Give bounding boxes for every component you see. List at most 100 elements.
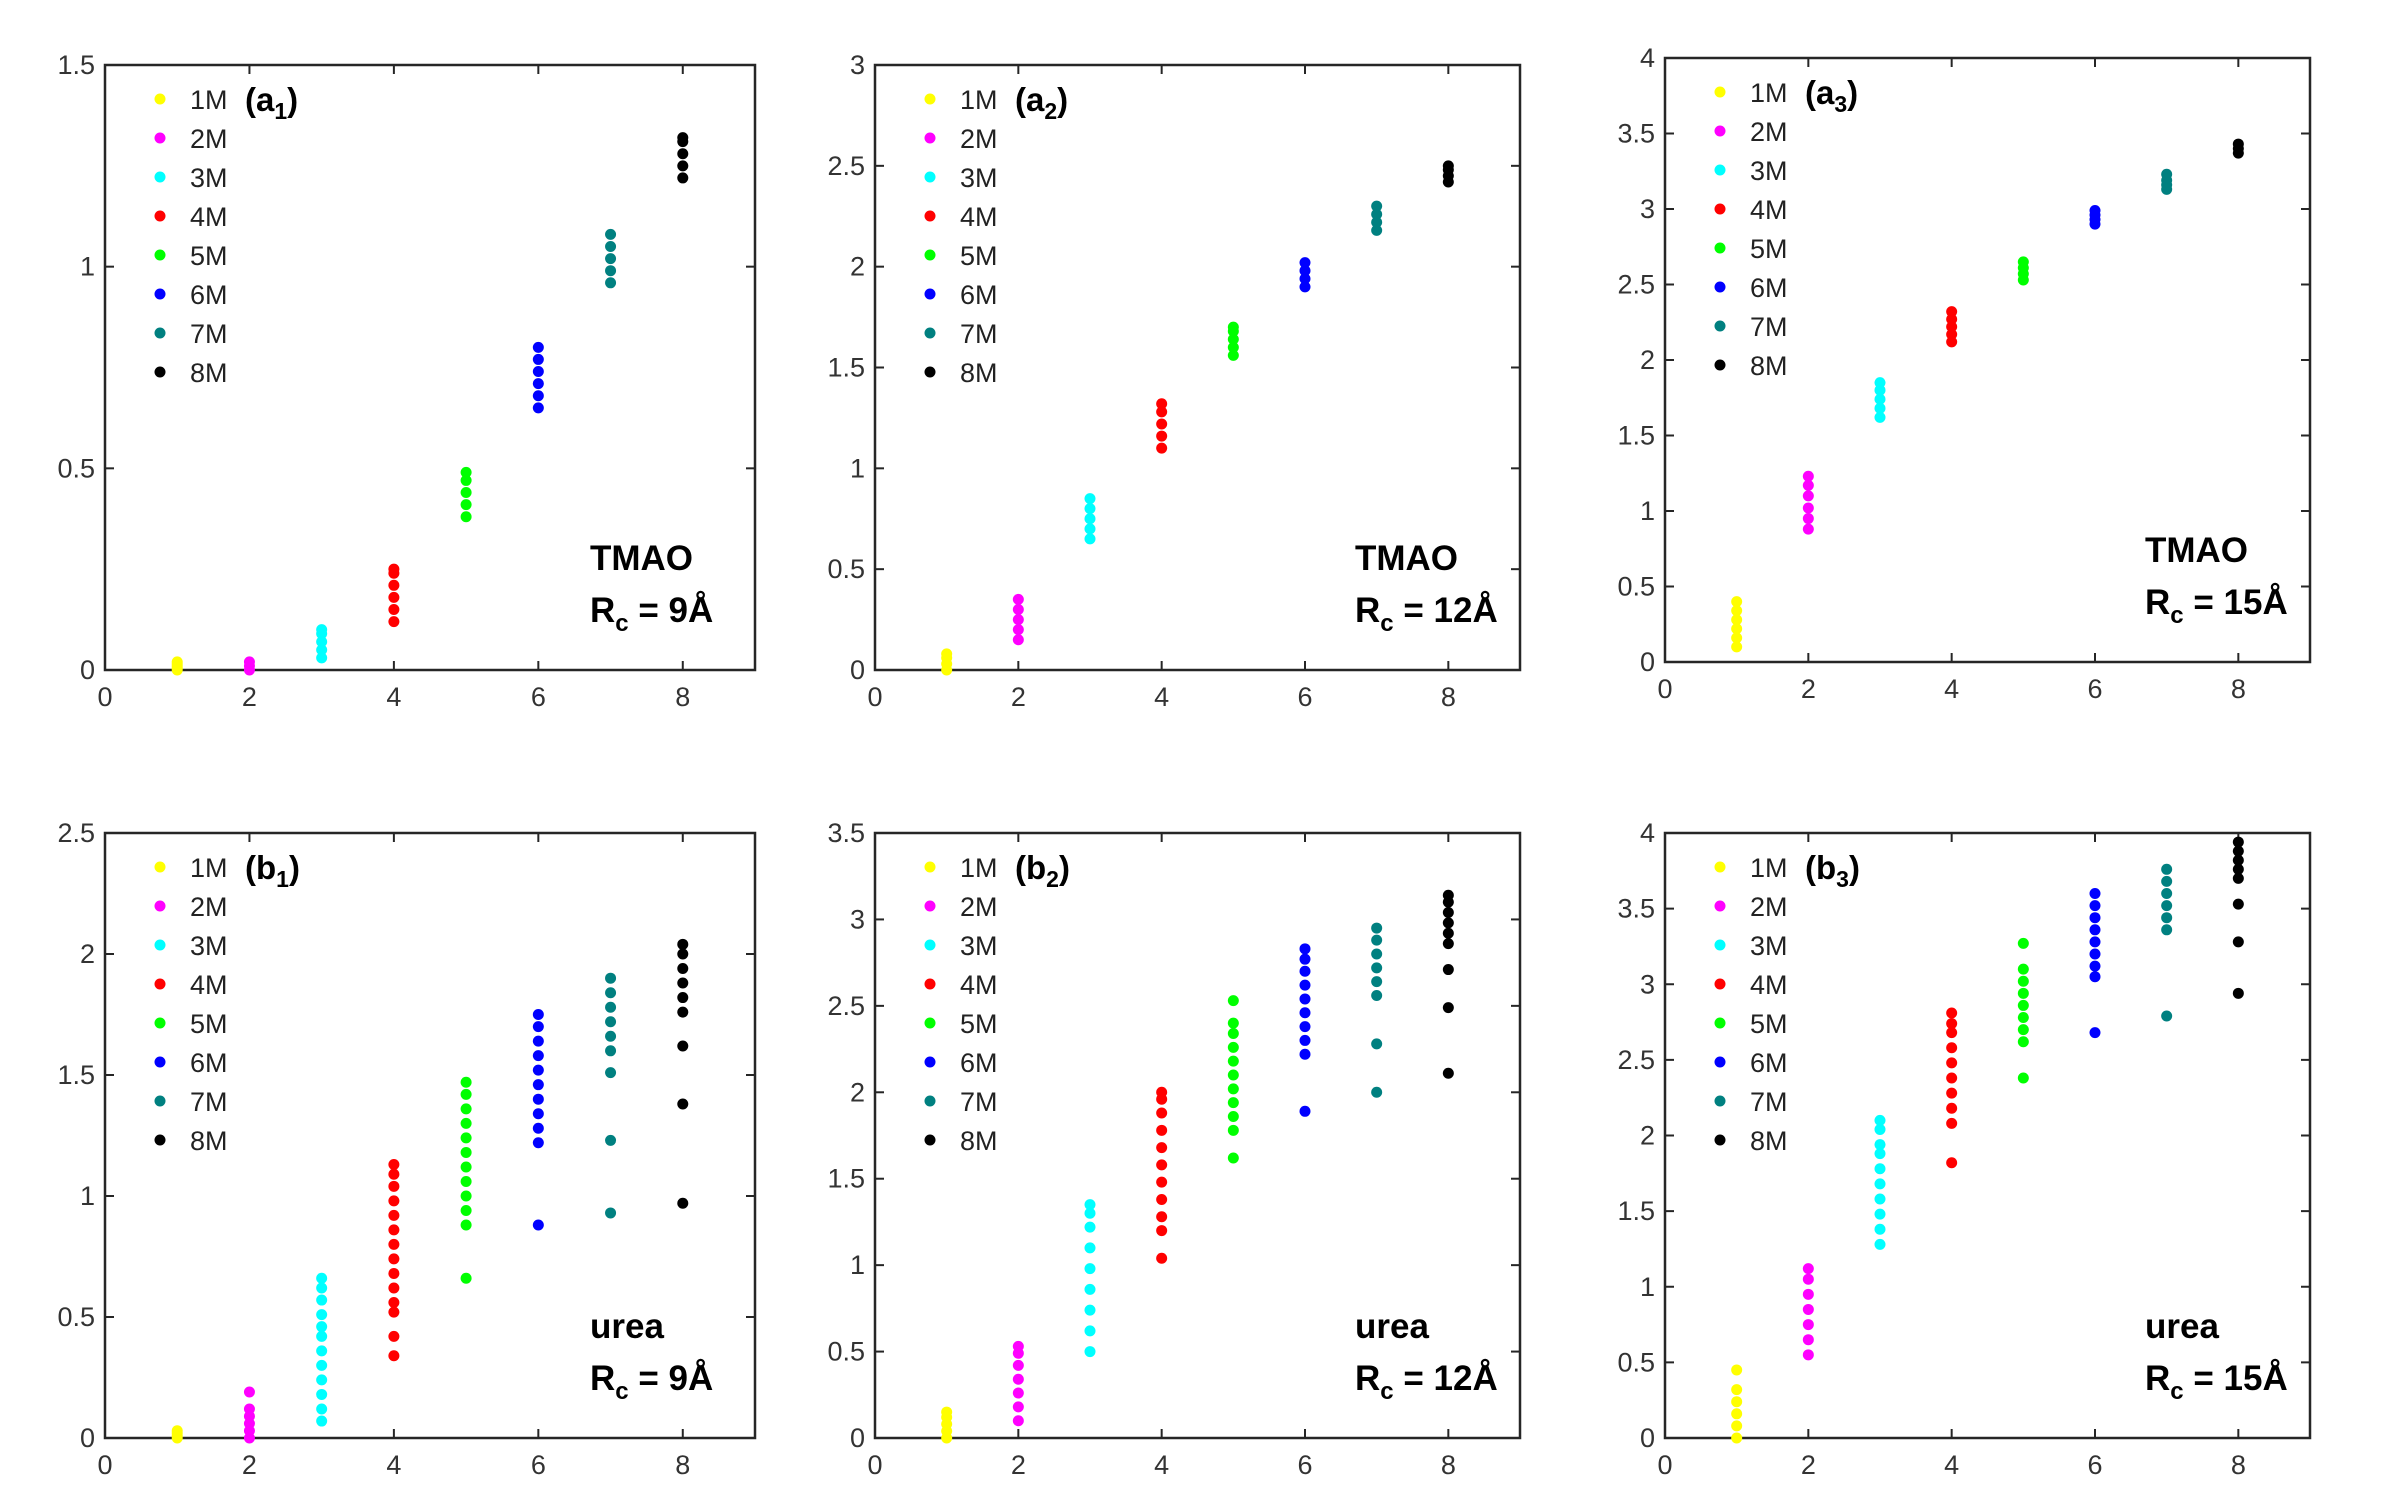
- legend-marker: [154, 171, 166, 183]
- data-point: [1227, 1055, 1239, 1067]
- data-point: [1802, 513, 1814, 525]
- legend-label: 6M: [1750, 273, 1788, 303]
- series-6M: [2089, 205, 2101, 230]
- data-point: [1802, 470, 1814, 482]
- x-tick-label: 4: [1154, 1450, 1169, 1480]
- data-point: [1874, 1208, 1886, 1220]
- series-3M: [316, 1272, 328, 1427]
- x-tick-label: 8: [1441, 682, 1456, 712]
- data-point: [677, 148, 689, 160]
- series-2M: [1802, 470, 1814, 535]
- y-tick-label: 2: [1640, 345, 1655, 375]
- data-point: [1731, 596, 1743, 608]
- annotation-solute: TMAO: [2145, 531, 2248, 570]
- legend-label: 3M: [960, 931, 998, 961]
- data-point: [1299, 965, 1311, 977]
- legend-marker: [924, 249, 936, 261]
- y-tick-label: 2: [80, 939, 95, 969]
- data-point: [605, 1016, 617, 1028]
- data-point: [388, 616, 400, 628]
- annotation-cutoff-value: = 12Å: [1394, 1358, 1498, 1398]
- data-point: [1012, 1387, 1024, 1399]
- legend-marker: [1714, 1056, 1726, 1068]
- data-point: [532, 1219, 544, 1231]
- data-point: [1227, 995, 1239, 1007]
- data-point: [1371, 208, 1383, 220]
- legend-marker: [1714, 164, 1726, 176]
- data-point: [388, 591, 400, 603]
- legend-marker: [1714, 939, 1726, 951]
- series-4M: [1156, 1086, 1168, 1264]
- legend-label: 7M: [960, 1087, 998, 1117]
- data-point: [1874, 1139, 1886, 1151]
- x-tick-label: 0: [97, 682, 112, 712]
- legend-label: 6M: [960, 1048, 998, 1078]
- legend-marker: [924, 327, 936, 339]
- data-point: [2089, 888, 2101, 899]
- legend-label: 1M: [1750, 78, 1788, 108]
- data-point: [2017, 1024, 2029, 1036]
- legend-label: 8M: [960, 358, 998, 388]
- legend-label: 2M: [960, 892, 998, 922]
- data-point: [1299, 265, 1311, 277]
- data-point: [460, 499, 472, 511]
- panel-title-sub: 1: [274, 98, 287, 124]
- data-point: [316, 652, 328, 664]
- data-point: [316, 1309, 328, 1321]
- data-point: [532, 1137, 544, 1149]
- data-point: [1874, 384, 1886, 396]
- y-tick-label: 1: [1640, 1272, 1655, 1302]
- data-point: [2089, 948, 2101, 960]
- series-4M: [388, 563, 400, 628]
- legend-marker: [154, 1134, 166, 1146]
- data-point: [1946, 313, 1958, 325]
- data-point: [1084, 513, 1096, 525]
- data-point: [1156, 1086, 1168, 1098]
- annotation-cutoff-main: R: [590, 591, 615, 630]
- data-point: [1227, 1083, 1239, 1095]
- data-point: [1299, 257, 1311, 269]
- data-point: [2017, 963, 2029, 975]
- series-7M: [1371, 200, 1383, 236]
- data-point: [677, 963, 689, 975]
- data-point: [388, 1180, 400, 1192]
- panel-title-close: ): [289, 849, 300, 886]
- data-point: [1371, 976, 1383, 988]
- data-point: [1731, 632, 1743, 644]
- data-point: [1946, 1102, 1958, 1114]
- legend-label: 1M: [960, 85, 998, 115]
- data-point: [1371, 989, 1383, 1001]
- y-tick-label: 2: [850, 1077, 865, 1107]
- data-point: [941, 1406, 953, 1418]
- series-6M: [532, 341, 544, 414]
- annotation-cutoff-value: = 15Å: [2184, 1358, 2288, 1398]
- data-point: [605, 265, 617, 277]
- x-tick-label: 6: [1297, 682, 1312, 712]
- series-3M: [1874, 1114, 1886, 1250]
- data-point: [2232, 863, 2244, 875]
- data-point: [316, 624, 328, 636]
- series-6M: [1299, 257, 1311, 293]
- data-point: [605, 987, 617, 999]
- annotation-cutoff-main: R: [2145, 583, 2170, 622]
- series-8M: [2232, 138, 2244, 159]
- legend-label: 8M: [1750, 1126, 1788, 1156]
- data-point: [1299, 993, 1311, 1005]
- data-point: [605, 241, 617, 252]
- data-point: [2089, 960, 2101, 972]
- series-1M: [171, 1425, 183, 1444]
- data-point: [388, 604, 400, 615]
- y-tick-label: 2: [1640, 1121, 1655, 1151]
- data-point: [532, 1093, 544, 1105]
- annotation-cutoff-sub: c: [615, 610, 628, 637]
- data-point: [316, 1345, 328, 1357]
- panel-a1: 0 2 4 6 8 0 0.5 1 1.5 1M 2M 3M 4M 5M 6M 7M 8M (a1) TMAO Rc …: [57, 50, 757, 712]
- data-point: [1227, 341, 1239, 353]
- annotation-cutoff: Rc = 15Å: [2145, 582, 2288, 629]
- data-point: [1442, 889, 1454, 901]
- data-point: [2089, 924, 2101, 936]
- data-point: [1156, 1225, 1168, 1237]
- data-point: [1874, 1148, 1886, 1160]
- data-point: [1156, 430, 1168, 442]
- data-point: [460, 1088, 472, 1100]
